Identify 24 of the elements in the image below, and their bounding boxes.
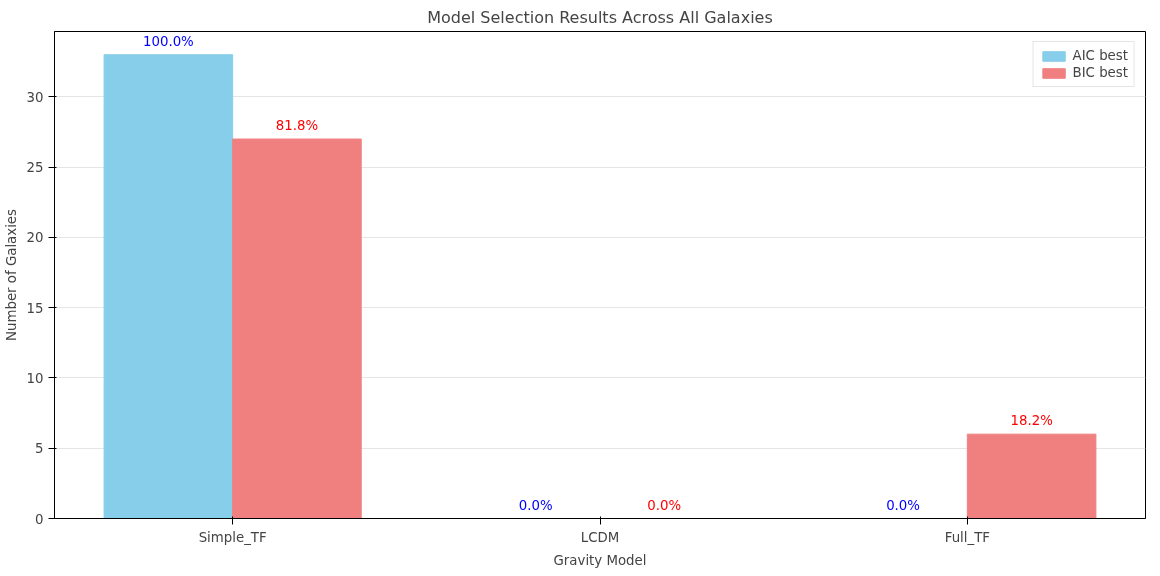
- annotation: 18.2%: [1010, 413, 1053, 429]
- y-tick-label: 30: [26, 89, 44, 105]
- bar: [966, 433, 1097, 519]
- annotation: 0.0%: [647, 497, 682, 513]
- y-axis-title: Number of Galaxies: [3, 208, 19, 341]
- y-tick-label: 0: [35, 511, 44, 527]
- bar: [232, 138, 362, 519]
- y-tick-label: 15: [26, 300, 44, 316]
- bar: [103, 54, 234, 519]
- y-tick-label: 5: [35, 441, 44, 457]
- x-tick-label: Simple_TF: [198, 529, 267, 545]
- chart-title: Model Selection Results Across All Galaxies: [427, 7, 773, 27]
- annotation: 100.0%: [142, 33, 194, 49]
- x-tick-label: LCDM: [580, 529, 620, 545]
- annotation: 81.8%: [275, 118, 319, 134]
- x-tick-label: Full_TF: [944, 529, 990, 545]
- legend-label: BIC best: [1072, 65, 1128, 80]
- y-tick-label: 10: [26, 370, 44, 386]
- annotation: 0.0%: [518, 497, 553, 513]
- x-axis-title: Gravity Model: [553, 552, 647, 568]
- legend-label: AIC best: [1072, 48, 1128, 63]
- annotation: 0.0%: [886, 497, 920, 513]
- y-tick-label: 20: [26, 230, 44, 246]
- y-tick-label: 25: [26, 160, 44, 176]
